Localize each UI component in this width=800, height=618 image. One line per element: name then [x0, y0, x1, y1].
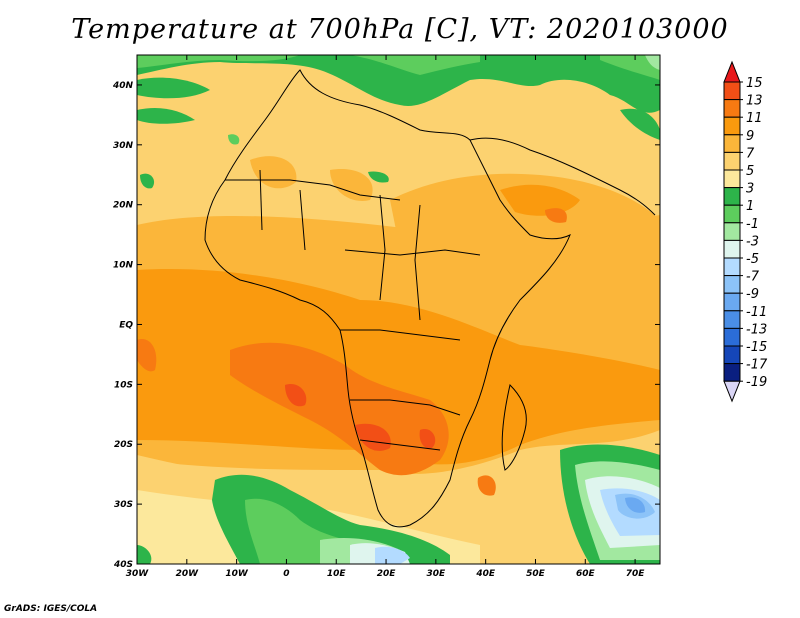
colorbar: 15 13 11 9 7 5 3 1 -1 -3 -5 -7 -9 -11 -13 -15 -17 -19 — [723, 60, 768, 403]
lon-tick-label: 20E — [377, 569, 397, 579]
colorbar-swatch — [723, 187, 741, 206]
colorbar-label: -5 — [746, 252, 759, 267]
lat-tick-label: 30S — [114, 500, 133, 510]
chart-title: Temperature at 700hPa [C], VT: 202010300… — [71, 14, 729, 45]
colorbar-swatch — [723, 134, 741, 153]
colorbar-label: -17 — [746, 358, 768, 373]
colorbar-swatch — [723, 292, 741, 312]
colorbar-swatch — [723, 204, 741, 224]
lon-tick-label: 60E — [576, 569, 596, 579]
colorbar-label: -1 — [746, 217, 759, 232]
lat-tick-label: 20S — [114, 440, 133, 450]
colorbar-swatch — [723, 310, 741, 329]
colorbar-label: 5 — [746, 164, 754, 179]
lon-tick-label: 40E — [475, 569, 496, 579]
colorbar-label: -19 — [746, 375, 767, 390]
colorbar-swatch — [723, 116, 741, 136]
temperature-field — [137, 55, 660, 564]
lat-tick-label: 40S — [113, 560, 133, 570]
colorbar-label: -15 — [746, 340, 767, 355]
lat-tick-label: EQ — [119, 320, 133, 330]
lat-tick-label: 20N — [113, 201, 134, 211]
colorbar-swatch — [723, 222, 741, 241]
colorbar-swatch — [723, 169, 741, 189]
colorbar-bottom-arrow — [723, 380, 741, 403]
colorbar-label: 1 — [746, 199, 754, 214]
colorbar-swatch — [723, 151, 741, 171]
lat-tick-label: 10S — [114, 380, 133, 390]
lat-tick-label: 40N — [112, 81, 134, 91]
colorbar-label: -7 — [746, 270, 760, 285]
colorbar-label: -11 — [746, 305, 767, 320]
lon-tick-label: 10W — [225, 569, 249, 579]
colorbar-swatch — [723, 345, 741, 365]
colorbar-label: 9 — [746, 129, 754, 144]
colorbar-label: 13 — [746, 94, 763, 109]
colorbar-swatch — [723, 327, 741, 347]
colorbar-swatch — [723, 99, 741, 118]
lat-tick-label: 10N — [113, 261, 134, 271]
colorbar-label: -13 — [746, 322, 767, 337]
latitude-axis: 40N 30N 20N 10N EQ 10S 20S 30S 40S — [112, 81, 660, 570]
colorbar-label: -3 — [746, 234, 759, 249]
colorbar-swatch — [723, 275, 741, 294]
lon-tick-label: 30W — [126, 569, 150, 579]
colorbar-swatch — [723, 239, 741, 259]
colorbar-label: -9 — [746, 287, 759, 302]
coastlines — [204, 69, 656, 528]
colorbar-swatch — [723, 81, 741, 101]
lon-tick-label: 20W — [176, 569, 200, 579]
colorbar-top-arrow — [723, 60, 741, 83]
colorbar-swatch — [723, 257, 741, 277]
lon-tick-label: 50E — [526, 569, 546, 579]
lon-tick-label: 30E — [427, 569, 447, 579]
lon-tick-label: 0 — [283, 569, 289, 579]
colorbar-label: 7 — [746, 146, 755, 161]
lon-tick-label: 70E — [626, 569, 646, 579]
map-frame — [136, 54, 661, 565]
colorbar-label: 15 — [746, 76, 763, 91]
longitude-axis: 30W 20W 10W 0 10E 20E 30E 40E 50E 60E 70E — [126, 55, 646, 579]
lat-tick-label: 30N — [113, 141, 134, 151]
lon-tick-label: 10E — [327, 569, 347, 579]
colorbar-label: 11 — [746, 111, 763, 126]
credit-text: GrADS: IGES/COLA — [4, 604, 98, 614]
colorbar-label: 3 — [746, 182, 754, 197]
colorbar-swatch — [723, 363, 741, 382]
